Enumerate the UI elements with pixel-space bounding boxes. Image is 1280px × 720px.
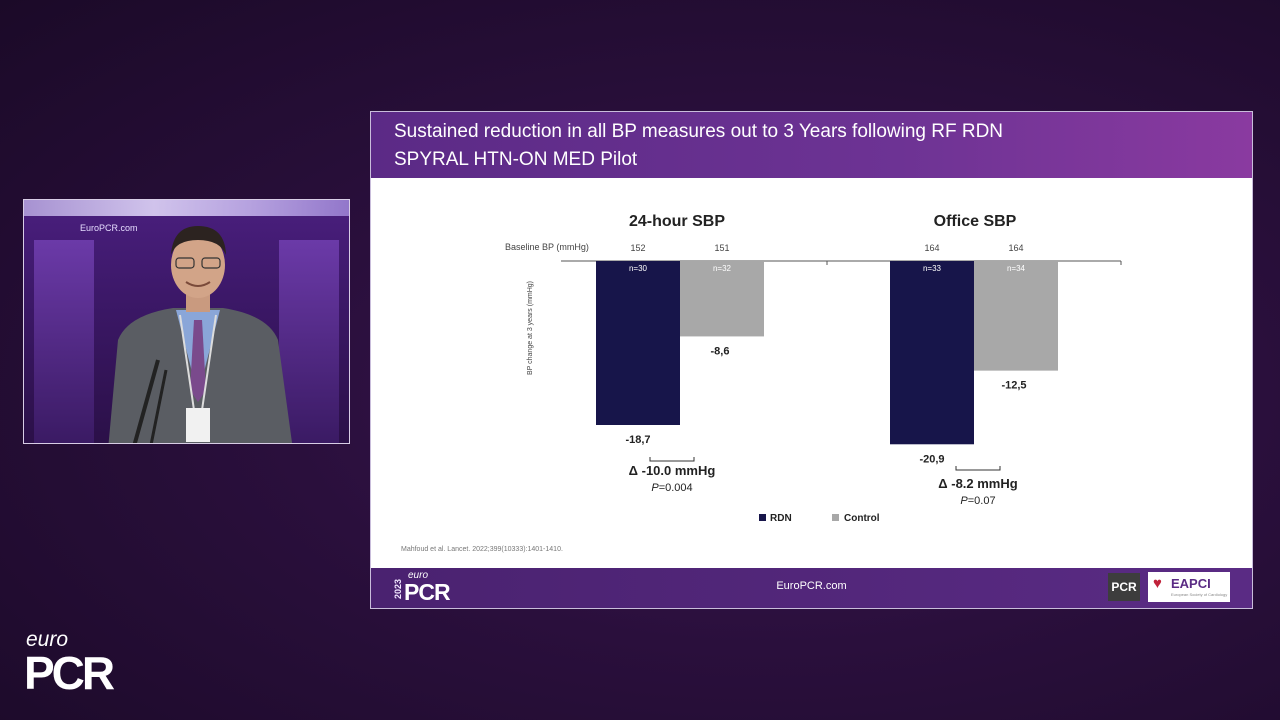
bar-rdn xyxy=(890,261,974,445)
legend-swatch xyxy=(759,514,766,521)
panel-title: Office SBP xyxy=(934,213,1017,230)
eapci-logo-text: EAPCI xyxy=(1171,576,1211,591)
logo-euro-text: euro xyxy=(26,628,69,651)
baseline-value: 152 xyxy=(630,243,645,253)
presentation-slide: Sustained reduction in all BP measures o… xyxy=(370,111,1253,609)
y-axis-label: BP change at 3 years (mmHg) xyxy=(527,281,534,375)
heart-icon: ♥ xyxy=(1153,575,1162,592)
bp-bar-chart: Baseline BP (mmHg) BP change at 3 years (… xyxy=(505,213,1122,524)
legend-label: RDN xyxy=(770,513,792,524)
logo-euro-text: euro xyxy=(408,570,429,581)
speaker-video: EuroPCR.com xyxy=(23,199,350,444)
stage-backdrop-panel xyxy=(279,240,339,443)
bar-control xyxy=(974,261,1058,371)
baseline-value: 164 xyxy=(924,243,939,253)
delta-label: Δ -8.2 mmHg xyxy=(938,476,1017,491)
delta-bracket xyxy=(649,457,695,462)
citation: Mahfoud et al. Lancet. 2022;399(10333):1… xyxy=(401,546,563,553)
legend-label: Control xyxy=(844,513,880,524)
baseline-label: Baseline BP (mmHg) xyxy=(505,242,589,252)
slide-footer: 2023 euro PCR EuroPCR.com PCR ♥ EAPCI Eu… xyxy=(371,568,1252,608)
video-brand-text: EuroPCR.com xyxy=(80,223,138,233)
slide-title: Sustained reduction in all BP measures o… xyxy=(394,121,1004,142)
data-label: -18,7 xyxy=(625,434,650,446)
data-label: -20,9 xyxy=(919,453,944,465)
pcr-badge-logo: PCR xyxy=(1108,573,1140,601)
p-symbol: P xyxy=(960,495,968,507)
data-label: -12,5 xyxy=(1001,380,1026,392)
p-value: =0.07 xyxy=(968,495,996,507)
legend-swatch xyxy=(832,514,839,521)
n-label: n=32 xyxy=(713,264,732,273)
bar-control xyxy=(680,261,764,337)
speaker-figure xyxy=(108,226,293,443)
baseline-value: 151 xyxy=(714,243,729,253)
eapci-logo: ♥ EAPCI European Society of Cardiology xyxy=(1148,572,1230,602)
footer-url: EuroPCR.com xyxy=(776,580,847,592)
baseline-value: 164 xyxy=(1008,243,1023,253)
n-label: n=34 xyxy=(1007,264,1026,273)
delta-bracket xyxy=(955,466,1001,471)
stage-backdrop-panel xyxy=(34,240,94,443)
eapci-logo-subtext: European Society of Cardiology xyxy=(1171,592,1228,597)
slide-subtitle: SPYRAL HTN-ON MED Pilot xyxy=(394,149,638,170)
panel-title: 24-hour SBP xyxy=(629,213,725,230)
slide-header: Sustained reduction in all BP measures o… xyxy=(371,112,1252,178)
p-value: =0.004 xyxy=(659,482,693,494)
n-label: n=30 xyxy=(629,264,648,273)
logo-pcr-text: PCR xyxy=(24,647,115,699)
stage-light-strip xyxy=(24,200,349,216)
p-value-label: P=0.004 xyxy=(651,482,692,494)
n-label: n=33 xyxy=(923,264,942,273)
p-value-label: P=0.07 xyxy=(960,495,995,507)
logo-pcr-text: PCR xyxy=(404,579,451,605)
bar-rdn xyxy=(596,261,680,425)
delta-label: Δ -10.0 mmHg xyxy=(629,463,716,478)
data-label: -8,6 xyxy=(711,345,730,357)
p-symbol: P xyxy=(651,482,659,494)
